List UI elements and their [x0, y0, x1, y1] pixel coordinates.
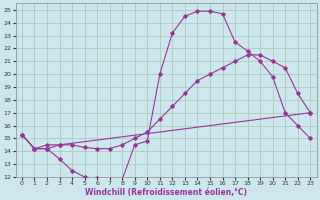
X-axis label: Windchill (Refroidissement éolien,°C): Windchill (Refroidissement éolien,°C) [85, 188, 247, 197]
